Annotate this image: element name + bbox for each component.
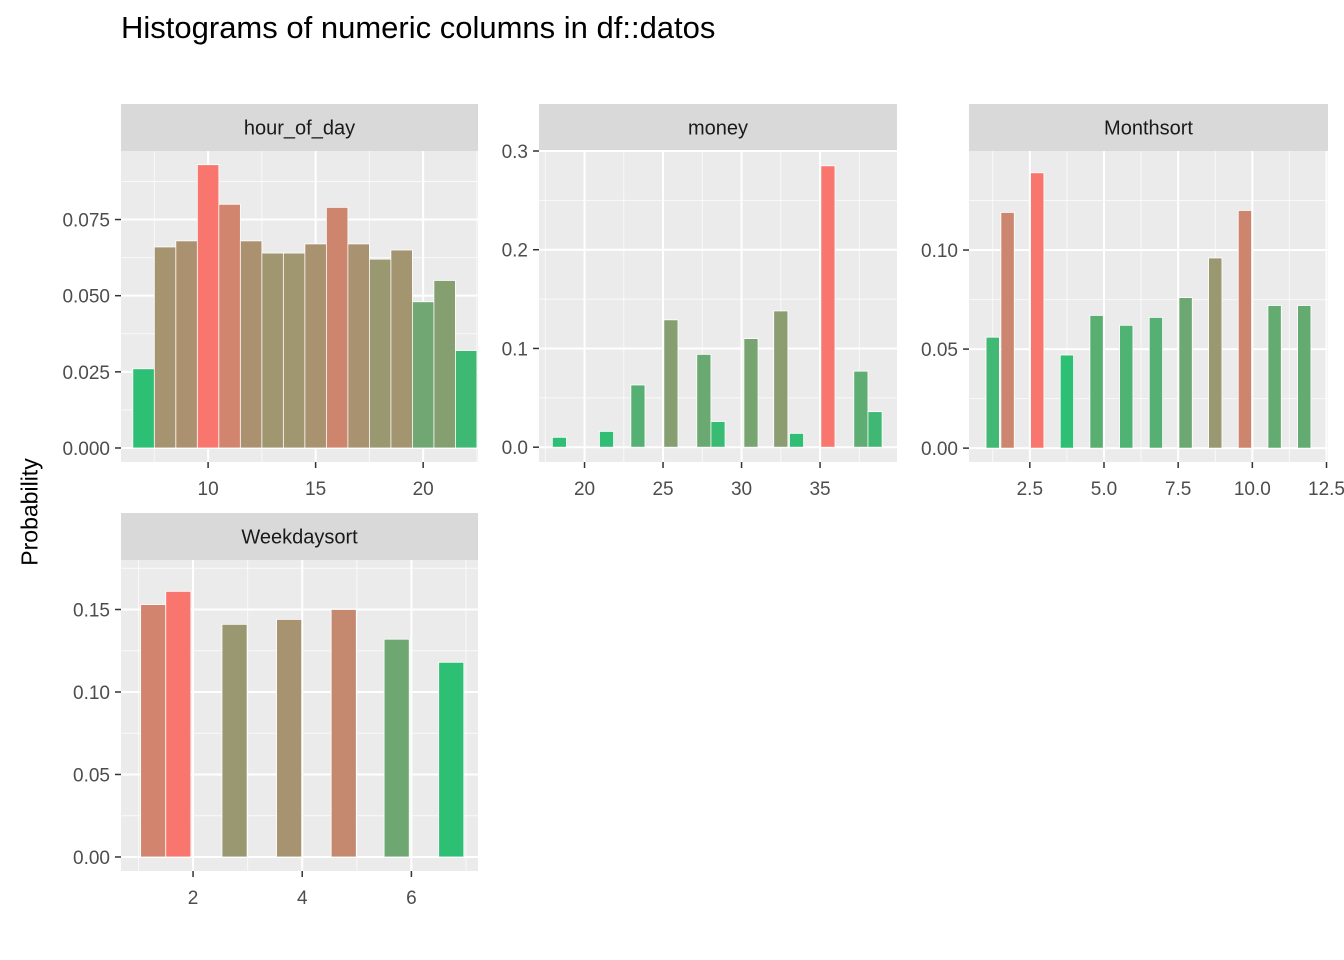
histogram-bar <box>261 252 284 449</box>
y-tick-label: 0.00 <box>921 439 958 460</box>
y-tick-label: 0.075 <box>62 211 110 232</box>
histogram-bar <box>433 280 456 449</box>
histogram-bar <box>696 353 712 448</box>
histogram-bar <box>789 432 804 448</box>
facet-panel-1: money 0.0 0.1 0.2 0.3 20 25 30 35 <box>502 104 897 500</box>
histogram-bar <box>630 384 646 448</box>
chart-title: Histograms of numeric columns in df::dat… <box>121 10 716 45</box>
facet-strip-label: hour_of_day <box>244 118 355 140</box>
histogram-bar <box>368 258 392 449</box>
histogram-bar <box>218 203 241 449</box>
facet-panel-0: hour_of_day 0.000 0.025 0.050 0.075 10 15 20 <box>62 104 478 500</box>
histogram-bar <box>551 436 567 448</box>
x-tick-label: 2.5 <box>1017 479 1043 500</box>
histogram-bar <box>599 430 614 448</box>
x-tick-label: 4 <box>297 888 308 909</box>
histogram-bar <box>165 590 192 858</box>
x-tick-label: 35 <box>809 479 830 500</box>
y-tick-label: 0.0 <box>502 438 528 459</box>
histogram-bar <box>132 368 155 449</box>
histogram-bar <box>383 638 410 858</box>
histogram-bar <box>1237 210 1253 449</box>
histogram-bar <box>1148 316 1163 449</box>
y-tick-label: 0.10 <box>921 241 958 262</box>
x-tick-label: 5.0 <box>1091 479 1117 500</box>
histogram-bar <box>1297 305 1312 449</box>
y-tick-label: 0.10 <box>73 683 110 704</box>
histogram-bar <box>330 609 357 858</box>
histogram-bar <box>140 604 167 858</box>
histogram-bar <box>221 623 248 858</box>
x-tick-label: 6 <box>406 888 417 909</box>
facet-strip-label: Weekdaysort <box>241 527 358 549</box>
x-tick-label: 12.5 <box>1308 479 1344 500</box>
histogram-bar <box>412 301 435 449</box>
y-tick-label: 0.025 <box>62 363 110 384</box>
y-tick-label: 0.2 <box>502 241 528 262</box>
x-tick-label: 15 <box>305 479 326 500</box>
y-tick-label: 0.05 <box>73 765 110 786</box>
facet-strip <box>121 513 478 560</box>
histogram-bar <box>153 246 177 449</box>
y-tick-label: 0.05 <box>921 340 958 361</box>
facet-strip <box>969 104 1328 151</box>
histogram-bar <box>867 411 883 448</box>
histogram-bar <box>1000 212 1015 449</box>
x-tick-label: 25 <box>652 479 673 500</box>
y-tick-label: 0.1 <box>502 339 528 360</box>
histogram-bar <box>1178 297 1193 449</box>
histogram-bar <box>390 249 413 449</box>
facet-strip-label: money <box>688 118 748 140</box>
facet-panel-3: Weekdaysort 0.00 0.05 0.10 0.15 2 4 6 <box>73 513 478 909</box>
histogram-bar <box>325 206 349 449</box>
histogram-bar <box>985 336 1000 449</box>
x-tick-label: 10.0 <box>1234 479 1271 500</box>
histogram-bar <box>1059 354 1074 449</box>
histogram-bar <box>1030 172 1045 449</box>
histogram-bar <box>1089 315 1104 449</box>
histogram-bar <box>175 240 198 449</box>
histogram-bar <box>455 350 478 449</box>
histogram-bar <box>304 243 327 449</box>
histogram-bar <box>853 370 869 448</box>
histogram-bar <box>663 319 679 448</box>
histogram-bar <box>1208 257 1223 449</box>
facet-panel-2: Monthsort 0.00 0.05 0.10 2.5 5.0 7.5 10.0 12.5 <box>921 104 1344 500</box>
y-tick-label: 0.15 <box>73 600 110 621</box>
histogram-bar <box>743 338 759 448</box>
histogram-bar <box>710 421 726 448</box>
histogram-bar <box>1119 324 1134 449</box>
panel-background <box>539 151 897 462</box>
histogram-bar <box>276 618 303 858</box>
x-tick-label: 10 <box>198 479 219 500</box>
x-tick-label: 20 <box>413 479 434 500</box>
x-tick-label: 2 <box>188 888 199 909</box>
y-tick-label: 0.000 <box>62 439 110 460</box>
y-tick-label: 0.00 <box>73 848 110 869</box>
y-tick-label: 0.3 <box>502 142 528 163</box>
histogram-bar <box>438 661 465 858</box>
histogram-bar <box>1267 305 1282 449</box>
facet-strip <box>121 104 478 151</box>
histogram-bar <box>282 252 306 449</box>
histogram-bar <box>347 243 370 449</box>
x-tick-label: 30 <box>731 479 752 500</box>
histogram-bar <box>196 164 220 449</box>
facet-strip <box>539 104 897 151</box>
facet-strip-label: Monthsort <box>1104 118 1193 140</box>
x-tick-label: 20 <box>574 479 595 500</box>
histogram-bar <box>820 165 836 448</box>
histogram-bar <box>773 310 789 448</box>
histogram-bar <box>239 240 263 449</box>
x-tick-label: 7.5 <box>1165 479 1191 500</box>
y-tick-label: 0.050 <box>62 287 110 308</box>
